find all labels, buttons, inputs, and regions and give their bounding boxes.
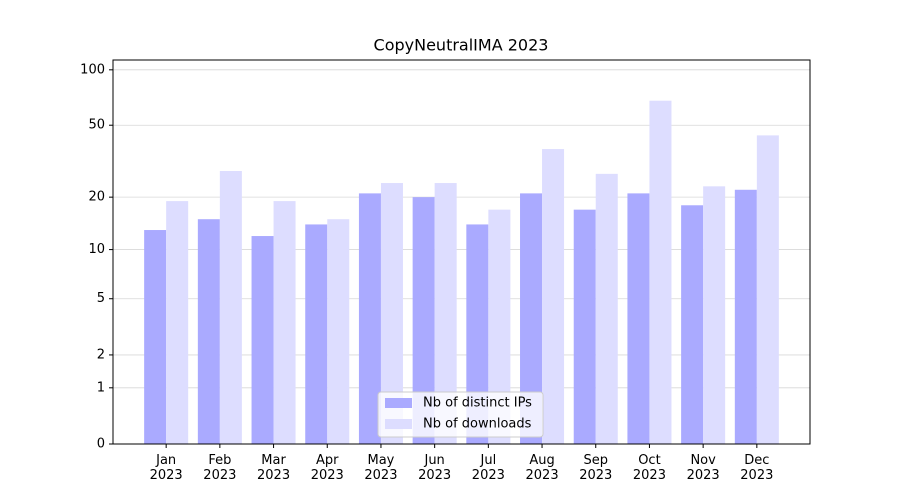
x-tick-label: Jun 2023 [418,453,452,483]
x-tick-label: Apr 2023 [310,453,344,483]
bar [466,224,489,444]
x-tick-label: Mar 2023 [257,453,291,483]
bar [542,149,565,444]
bar [219,170,242,444]
bar [166,201,189,444]
legend-swatch [385,398,412,408]
bar [703,186,726,444]
plot-frame [112,59,811,445]
y-tick-label: 100 [80,62,105,77]
y-tick-label: 0 [97,437,105,452]
bar [627,193,650,444]
x-tick-label: Dec 2023 [740,453,774,483]
bar [520,193,543,444]
x-tick-label: Feb 2023 [203,453,237,483]
bar [595,173,618,444]
x-tick-label: Oct 2023 [632,453,666,483]
bar [144,230,167,444]
x-tick-label: Nov 2023 [686,453,720,483]
bar [488,209,511,444]
bar [434,183,457,445]
y-tick-label: 20 [88,190,105,205]
bar [573,209,596,444]
y-tick-label: 2 [97,347,105,362]
x-tick-label: Jul 2023 [471,453,505,483]
x-tick-label: Sep 2023 [579,453,613,483]
bar [734,189,757,444]
bar [358,193,381,444]
bar [756,135,779,444]
legend-swatch [385,419,412,429]
bar [273,201,296,444]
bar [305,224,328,444]
bar [412,197,435,444]
x-tick-label: Aug 2023 [525,453,559,483]
legend-label: Nb of distinct IPs [423,396,532,411]
bar [197,219,220,444]
x-tick-label: Jan 2023 [149,453,183,483]
chart-title: CopyNeutralIMA 2023 [374,36,549,55]
bar [649,100,672,445]
bar [327,219,350,444]
legend-label: Nb of downloads [423,417,532,432]
x-tick-label: May 2023 [364,453,398,483]
legend-box [377,391,544,438]
y-tick-label: 1 [97,380,105,395]
legend: Nb of distinct IPs Nb of downloads [377,391,544,438]
y-tick-label: 10 [88,242,105,257]
bar [681,205,704,444]
bar [251,236,274,444]
bar [380,183,403,445]
y-tick-label: 5 [97,291,105,306]
y-tick-label: 50 [88,118,105,133]
